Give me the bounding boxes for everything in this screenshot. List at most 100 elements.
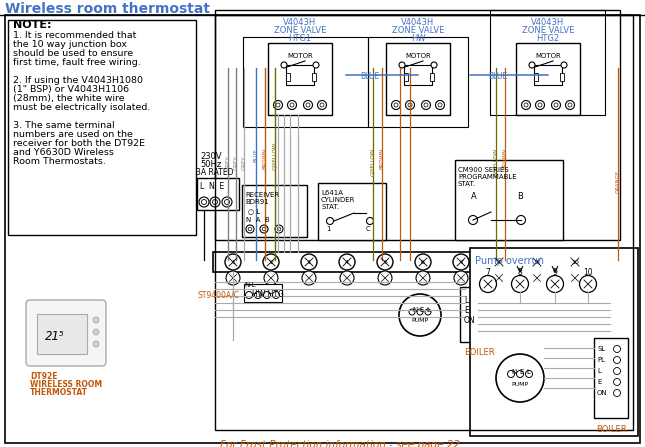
Circle shape	[264, 271, 278, 285]
Circle shape	[567, 254, 583, 270]
Circle shape	[416, 271, 430, 285]
Circle shape	[399, 62, 405, 68]
Circle shape	[276, 103, 280, 107]
Text: CYLINDER: CYLINDER	[321, 197, 355, 203]
Text: 10: 10	[583, 268, 593, 277]
Text: STAT.: STAT.	[458, 181, 476, 187]
Bar	[215, 10, 620, 240]
Text: 3: 3	[307, 260, 311, 265]
Text: 2. If using the V4043H1080: 2. If using the V4043H1080	[13, 76, 143, 85]
Circle shape	[613, 379, 620, 385]
Circle shape	[255, 291, 261, 299]
Circle shape	[438, 103, 442, 107]
Circle shape	[481, 305, 489, 313]
Circle shape	[529, 62, 535, 68]
Bar	[213, 252, 593, 272]
Text: 4: 4	[345, 260, 349, 265]
Text: HW: HW	[411, 34, 425, 43]
Text: N: N	[412, 307, 417, 313]
Text: G/YELLOW: G/YELLOW	[493, 148, 499, 176]
Bar	[404, 73, 408, 81]
Circle shape	[273, 101, 283, 110]
Text: WIRELESS ROOM: WIRELESS ROOM	[30, 380, 102, 389]
Circle shape	[409, 309, 415, 315]
Text: N  A  B: N A B	[246, 217, 270, 223]
Circle shape	[93, 329, 99, 335]
Text: ST9400A/C: ST9400A/C	[198, 290, 240, 299]
Circle shape	[301, 254, 317, 270]
Text: ON: ON	[597, 390, 608, 396]
Circle shape	[399, 294, 441, 336]
Text: BROWN: BROWN	[263, 148, 268, 169]
Text: receiver for both the DT92E: receiver for both the DT92E	[13, 139, 145, 148]
Text: 9: 9	[535, 260, 539, 265]
Circle shape	[222, 197, 232, 207]
Circle shape	[408, 103, 412, 107]
Text: N: N	[511, 369, 516, 375]
Circle shape	[613, 357, 620, 363]
Text: 21⁵: 21⁵	[45, 329, 65, 342]
Circle shape	[554, 103, 558, 107]
Circle shape	[320, 103, 324, 107]
Text: 230V: 230V	[200, 152, 222, 161]
Circle shape	[425, 309, 431, 315]
Circle shape	[481, 295, 489, 303]
Circle shape	[484, 298, 486, 300]
Circle shape	[378, 271, 392, 285]
Bar	[430, 73, 434, 81]
Text: NOTE:: NOTE:	[13, 20, 52, 30]
Text: 2: 2	[269, 260, 273, 265]
Text: 1: 1	[231, 260, 235, 265]
Bar	[594, 338, 628, 418]
Text: PUMP: PUMP	[412, 318, 428, 323]
Circle shape	[201, 199, 206, 204]
Text: 8: 8	[518, 268, 522, 277]
Circle shape	[454, 271, 468, 285]
Bar	[197, 178, 239, 210]
Text: MOTOR: MOTOR	[535, 53, 561, 59]
Circle shape	[313, 62, 319, 68]
Text: C: C	[366, 226, 371, 232]
Text: N-L: N-L	[244, 282, 255, 288]
Circle shape	[210, 197, 220, 207]
Circle shape	[272, 291, 279, 299]
Text: PROGRAMMABLE: PROGRAMMABLE	[458, 174, 517, 180]
Text: ZONE VALVE: ZONE VALVE	[392, 26, 444, 35]
Text: should be used to ensure: should be used to ensure	[13, 49, 133, 58]
Text: BLUE: BLUE	[488, 72, 507, 81]
Circle shape	[263, 254, 279, 270]
Circle shape	[392, 101, 401, 110]
Circle shape	[248, 227, 252, 231]
Circle shape	[484, 308, 486, 311]
Text: ON: ON	[464, 316, 475, 325]
Text: BROWN: BROWN	[379, 148, 384, 169]
Text: RECEIVER: RECEIVER	[245, 192, 279, 198]
Circle shape	[424, 103, 428, 107]
Text: V4043H: V4043H	[531, 18, 564, 27]
Bar	[455, 160, 563, 240]
Circle shape	[246, 225, 254, 233]
Text: E: E	[597, 379, 601, 385]
Text: 5: 5	[383, 260, 387, 265]
Circle shape	[226, 271, 240, 285]
Text: 7: 7	[486, 268, 490, 277]
Circle shape	[551, 101, 561, 110]
Circle shape	[529, 254, 545, 270]
Circle shape	[435, 101, 444, 110]
Bar	[368, 37, 468, 127]
Text: 3A RATED: 3A RATED	[196, 168, 233, 177]
Text: E: E	[464, 306, 469, 315]
Bar	[242, 185, 307, 237]
Bar	[243, 37, 368, 127]
Bar	[268, 43, 332, 115]
Circle shape	[326, 218, 333, 224]
Circle shape	[394, 103, 398, 107]
Text: the 10 way junction box: the 10 way junction box	[13, 40, 127, 49]
Text: E: E	[519, 369, 523, 375]
Text: L  N  E: L N E	[200, 182, 224, 191]
Bar	[8, 20, 196, 235]
Text: L: L	[526, 369, 530, 375]
Circle shape	[93, 317, 99, 323]
Circle shape	[481, 315, 489, 323]
Bar	[470, 248, 638, 436]
